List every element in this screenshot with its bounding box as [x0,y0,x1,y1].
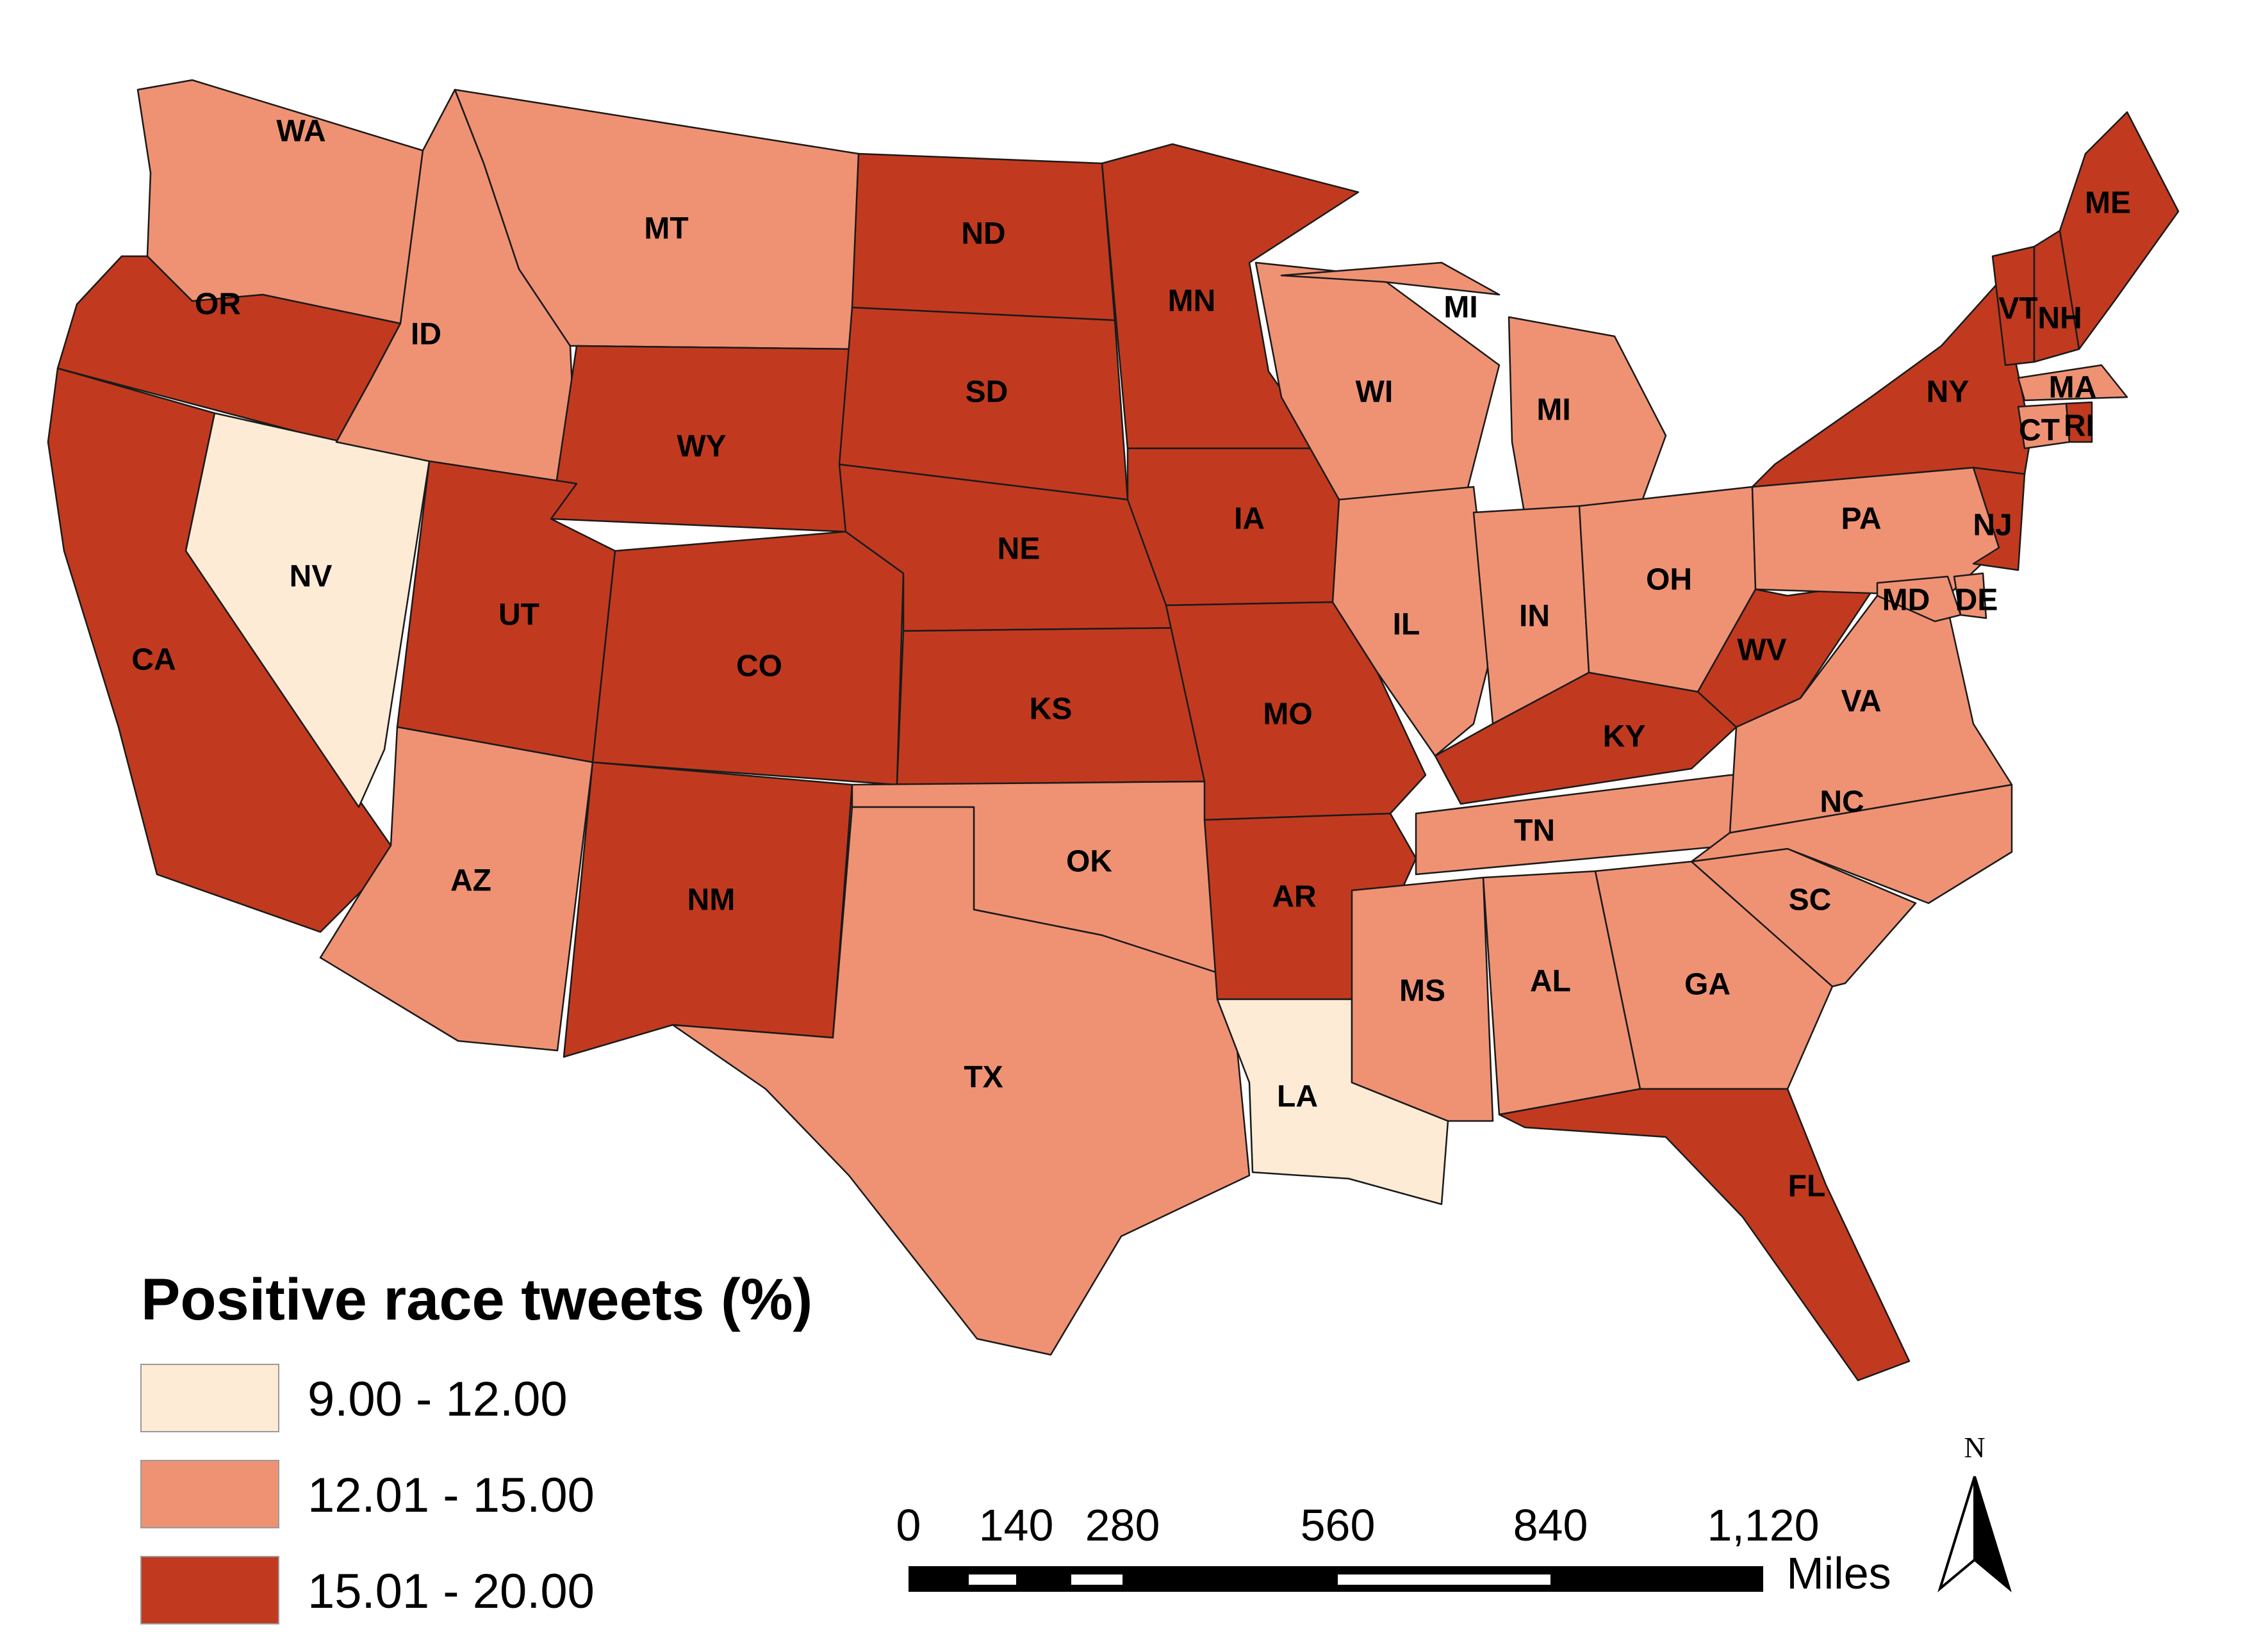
state-label-ca: CA [131,643,176,677]
legend-label-class-2: 12.01 - 15.00 [308,1468,595,1523]
state-label-md: MD [1882,584,1930,617]
state-label-co: CO [736,650,782,683]
north-arrow-right-half [1973,1476,2012,1592]
state-co [591,530,905,786]
legend-swatch-class-3 [140,1556,279,1624]
state-label-tn: TN [1514,814,1555,848]
state-label-wa: WA [276,115,325,149]
scale-tick-140: 140 [979,1500,1054,1550]
state-label-or: OR [195,288,241,322]
state-label-ok: OK [1066,845,1112,879]
state-label-az: AZ [450,864,491,898]
scale-tick-1120: 1,120 [1707,1500,1819,1550]
state-label-ia: IA [1234,502,1265,536]
state-label-al: AL [1530,965,1571,999]
scale-bar-segment [1071,1574,1122,1585]
state-label-me: ME [2085,186,2131,220]
state-label-sd: SD [966,375,1008,409]
state-label-ky: KY [1603,720,1646,754]
scale-bar-frame [909,1566,1763,1592]
state-label-nj: NJ [1973,509,2012,543]
state-labels-layer: WA OR CA NV ID MT WY UT AZ CO NM ND SD NE KS OK TX MN IA MO… [131,115,2131,1204]
state-de [1953,572,1987,619]
scale-tick-0: 0 [896,1500,921,1550]
state-label-mi-upper: MI [1443,291,1477,325]
state-label-ma: MA [2049,371,2097,405]
state-label-la: LA [1277,1080,1318,1114]
state-ga [1594,860,1834,1090]
state-label-ks: KS [1030,692,1073,726]
state-label-ct: CT [2019,414,2060,448]
north-arrow-left-half [1937,1476,1976,1592]
state-fl [1498,1088,1911,1382]
scale-tick-280: 280 [1085,1500,1160,1550]
state-label-wy: WY [677,430,726,464]
state-label-ny: NY [1927,375,1970,409]
state-label-il: IL [1393,608,1420,642]
state-ny [1751,281,2032,488]
state-label-nh: NH [2037,302,2082,336]
legend-swatch-class-2 [140,1460,279,1528]
state-label-ga: GA [1684,968,1731,1002]
legend-swatch-class-1 [140,1364,279,1432]
state-ma [2017,364,2128,402]
state-tx [671,806,1251,1356]
scale-unit: Miles [1786,1548,1891,1598]
state-label-mt: MT [644,212,688,246]
state-label-va: VA [1841,685,1881,719]
state-label-fl: FL [1788,1170,1826,1204]
scale-bar-segment [969,1574,1016,1585]
state-label-ms: MS [1399,974,1445,1008]
state-label-tx: TX [964,1061,1003,1095]
north-arrow: N [1937,1431,2012,1592]
state-ri [2065,401,2093,443]
scale-bar: 0 140 280 560 840 1,120 Miles [896,1500,1891,1598]
state-label-vt: VT [1998,292,2037,326]
scale-bar-segment [1338,1574,1550,1585]
state-label-ar: AR [1272,880,1316,914]
state-label-wi: WI [1356,375,1394,409]
state-label-nc: NC [1820,785,1864,819]
state-me [2059,111,2180,350]
scale-tick-840: 840 [1513,1500,1588,1550]
state-label-mo: MO [1263,698,1312,732]
state-label-pa: PA [1841,502,1881,536]
state-label-wv: WV [1737,634,1786,667]
state-az [319,726,594,1052]
state-label-nm: NM [687,883,736,917]
state-label-ut: UT [498,598,539,632]
legend-title: Positive race tweets (%) [141,1267,812,1332]
state-va [1729,594,2013,834]
states-layer [47,79,2180,1382]
state-label-ri: RI [2064,409,2094,443]
scale-tick-560: 560 [1301,1500,1376,1550]
legend-label-class-3: 15.01 - 20.00 [308,1564,595,1619]
state-label-de: DE [1955,584,1998,617]
legend-label-class-1: 9.00 - 12.00 [308,1372,568,1427]
state-label-ne: NE [998,532,1040,566]
state-label-nv: NV [290,560,333,594]
state-md [1876,575,1962,623]
state-label-id: ID [411,318,441,352]
state-label-nd: ND [961,217,1005,251]
state-label-sc: SC [1789,883,1832,917]
state-nj [1972,466,2026,571]
state-label-oh: OH [1646,563,1692,597]
state-label-in: IN [1519,600,1550,634]
state-label-mn: MN [1168,284,1216,318]
north-label: N [1964,1431,1985,1464]
state-label-mi: MI [1536,393,1570,427]
legend: Positive race tweets (%) 9.00 - 12.00 12… [140,1267,812,1624]
